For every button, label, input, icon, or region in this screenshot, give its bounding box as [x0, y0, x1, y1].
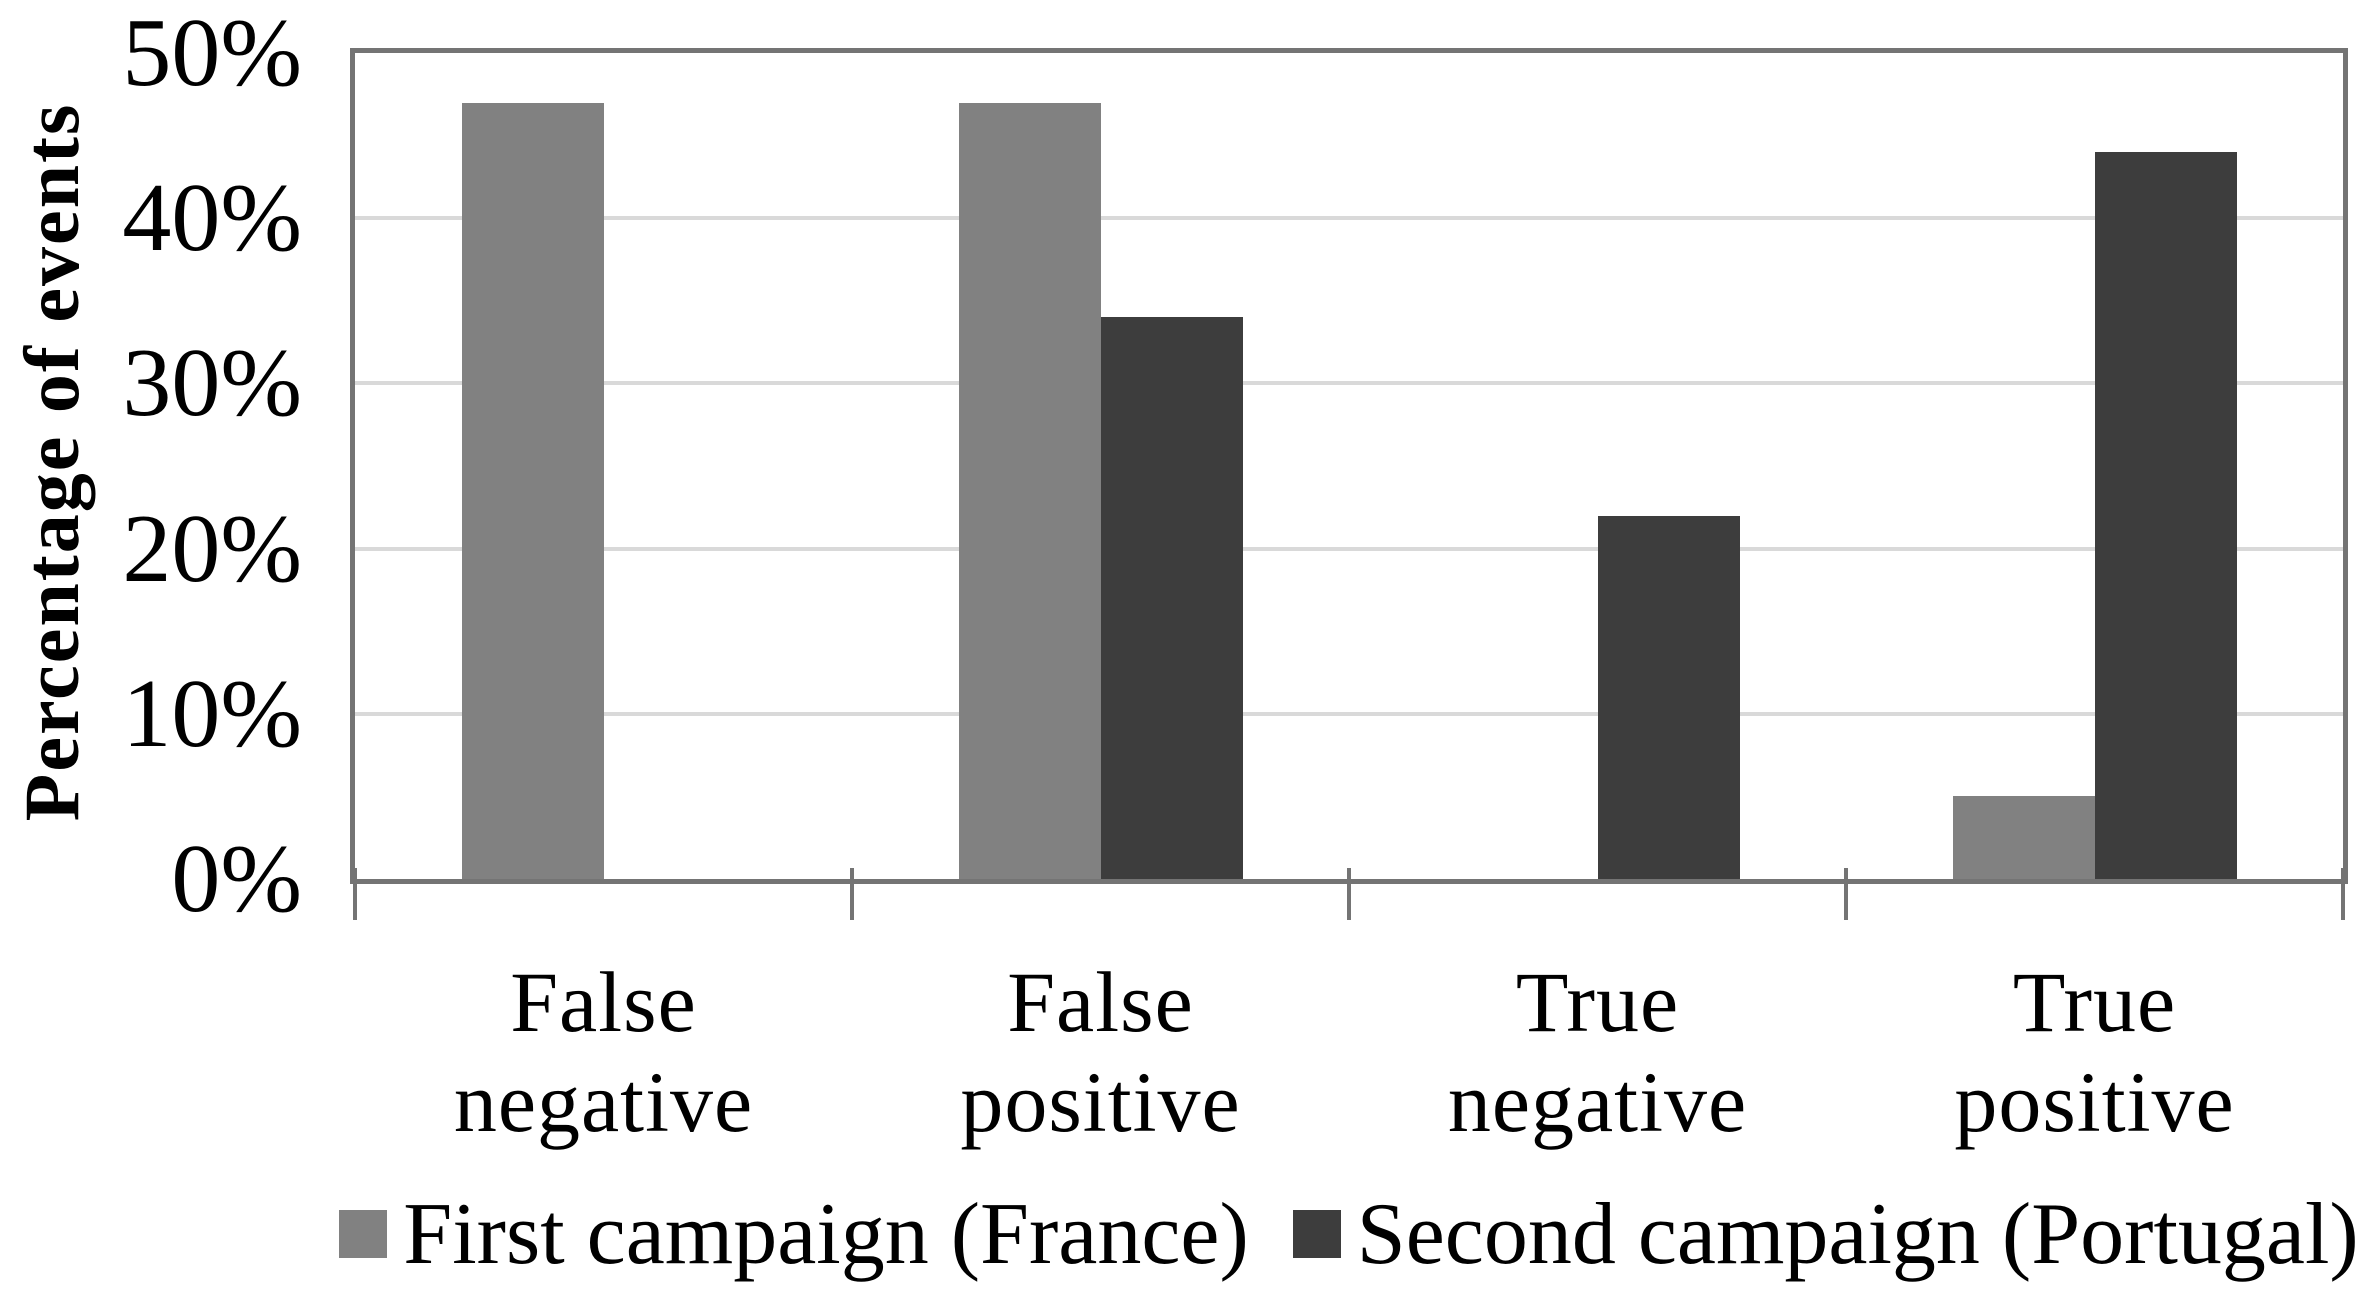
gridline: [355, 711, 2343, 716]
category-label-line: True: [1515, 954, 1680, 1050]
category-label-line: negative: [453, 1054, 754, 1150]
y-tick-label: 30%: [122, 329, 302, 438]
y-tick-label: 40%: [122, 164, 302, 273]
category-label: True positive: [1846, 952, 2343, 1152]
gridline: [355, 381, 2343, 386]
y-tick-label: 20%: [122, 494, 302, 603]
x-axis-tick: [353, 868, 357, 920]
category-label-line: positive: [1954, 1054, 2235, 1150]
category-label: False negative: [355, 952, 852, 1152]
x-axis-tick: [2341, 868, 2345, 920]
legend: First campaign (France) Second campaign (…: [339, 1172, 2359, 1296]
gridline: [355, 546, 2343, 551]
bar-second-true-positive: [2094, 152, 2237, 879]
category-label: True negative: [1349, 952, 1846, 1152]
legend-swatch-icon: [1292, 1210, 1341, 1258]
legend-item: Second campaign (Portugal): [1292, 1184, 2359, 1285]
category-label-line: positive: [960, 1054, 1241, 1150]
x-axis-tick: [850, 868, 854, 920]
category-label-line: negative: [1447, 1054, 1748, 1150]
y-tick-label: 0%: [171, 825, 302, 933]
gridline: [355, 216, 2343, 221]
plot-area: [355, 53, 2343, 879]
x-axis-tick: [1347, 868, 1351, 920]
bar-first-true-positive: [1952, 796, 2095, 879]
x-axis-tick: [1844, 868, 1848, 920]
bar-first-false-positive: [958, 102, 1101, 879]
y-tick-label: 10%: [122, 659, 302, 768]
category-label-line: False: [510, 954, 697, 1050]
category-label-line: True: [2012, 954, 2177, 1050]
bar-first-false-negative: [461, 102, 604, 879]
bar-second-false-positive: [1100, 317, 1243, 879]
legend-swatch-icon: [339, 1210, 388, 1258]
category-label-line: False: [1007, 954, 1194, 1050]
bar-second-true-negative: [1597, 515, 1740, 879]
category-label: False positive: [852, 952, 1349, 1152]
legend-label: First campaign (France): [403, 1185, 1249, 1283]
y-tick-label: 50%: [122, 0, 302, 107]
legend-item: First campaign (France): [339, 1184, 1249, 1285]
legend-label: Second campaign (Portugal): [1356, 1185, 2359, 1283]
